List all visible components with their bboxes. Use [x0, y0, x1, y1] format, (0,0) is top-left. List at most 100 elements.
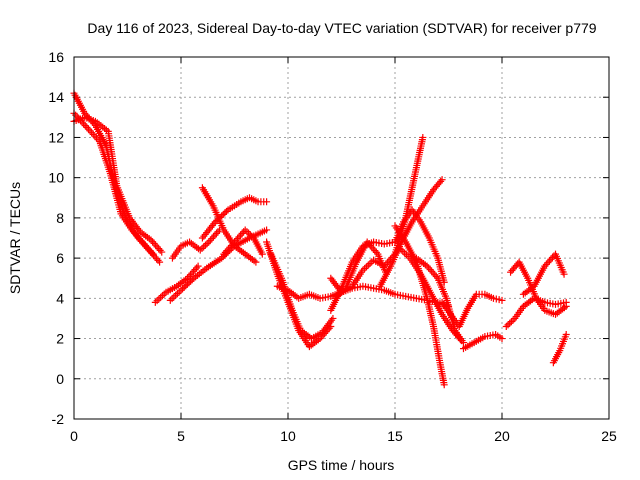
data-point-run: [350, 268, 366, 288]
data-point-run: [153, 290, 168, 305]
data-point-run: [185, 264, 201, 280]
series-track-21: [438, 290, 506, 330]
y-tick-label: 6: [56, 250, 64, 266]
data-point-run: [430, 325, 444, 364]
data-point-run: [377, 264, 394, 288]
data-point: [459, 339, 467, 347]
data-point-run: [436, 361, 448, 387]
data-point: [149, 250, 157, 258]
data-point-run: [107, 172, 124, 216]
data-point-run: [372, 285, 386, 294]
data-point-run: [428, 292, 445, 316]
data-point-run: [200, 186, 216, 208]
data-point-run: [543, 299, 557, 308]
series-track-19: [395, 244, 465, 345]
data-points: [70, 89, 570, 389]
data-point: [263, 226, 271, 234]
x-tick-label: 0: [70, 428, 78, 444]
y-tick-label: -2: [52, 411, 65, 427]
series-track-26: [549, 331, 570, 367]
data-point-run: [308, 291, 322, 302]
data-point-run: [552, 252, 567, 276]
data-point-run: [71, 91, 88, 115]
data-point: [194, 262, 202, 270]
data-point-run: [92, 123, 109, 147]
data-point-run: [84, 125, 102, 144]
data-point-run: [320, 316, 336, 335]
data-point-run: [431, 177, 445, 192]
data-point-run: [297, 291, 311, 302]
data-point-run: [226, 199, 243, 213]
series-track-22: [459, 331, 506, 353]
data-point-run: [129, 228, 145, 244]
data-point-run: [554, 299, 568, 308]
data-point-run: [299, 328, 314, 341]
data-point-run: [164, 283, 179, 295]
data-point: [158, 248, 166, 256]
data-point-run: [531, 264, 548, 288]
data-point: [438, 176, 446, 184]
data-point: [156, 258, 164, 266]
data-point: [258, 250, 266, 258]
data-point-run: [138, 229, 153, 243]
data-point-run: [168, 288, 183, 303]
data-point-run: [243, 228, 256, 240]
data-point-run: [553, 304, 568, 317]
data-point: [252, 258, 260, 266]
data-point: [419, 133, 427, 141]
data-point-run: [318, 324, 333, 341]
data-point-run: [557, 333, 569, 352]
x-tick-label: 5: [177, 428, 185, 444]
data-point-run: [409, 204, 425, 224]
data-point: [138, 238, 146, 246]
data-point-run: [418, 220, 432, 240]
data-point-run: [440, 300, 453, 316]
data-point: [562, 331, 570, 339]
y-tick-label: 8: [56, 210, 64, 226]
data-point: [205, 238, 213, 246]
data-point-run: [414, 255, 429, 269]
x-tick-label: 20: [494, 428, 510, 444]
series-track-5: [168, 226, 224, 262]
data-point-run: [484, 331, 497, 340]
y-axis-label: SDTVAR / TECUs: [7, 182, 23, 294]
series-track-25: [519, 250, 568, 298]
data-point-run: [407, 256, 423, 276]
data-point-run: [362, 283, 375, 292]
data-point-run: [351, 283, 364, 292]
data-point-run: [392, 224, 408, 244]
data-point-run: [93, 119, 110, 134]
y-tick-label: 12: [48, 129, 64, 145]
axis-ticks: 0 5 10 15 20 25 -2 0 2 4 6 8 10 12 14 16: [48, 49, 617, 444]
data-point-run: [200, 220, 218, 240]
data-point-run: [521, 284, 536, 297]
data-point-run: [118, 212, 134, 232]
data-point-run: [192, 266, 209, 281]
data-point-run: [472, 334, 487, 345]
y-tick-label: 16: [48, 49, 64, 65]
data-point-run: [456, 306, 471, 328]
x-tick-label: 10: [280, 428, 296, 444]
data-point: [231, 238, 238, 246]
y-tick-label: 2: [56, 331, 64, 347]
data-point-run: [170, 244, 184, 260]
data-point-run: [550, 349, 563, 365]
data-point-run: [333, 286, 348, 301]
data-point-run: [179, 276, 196, 293]
data-point: [177, 286, 185, 294]
series-track-23: [502, 294, 570, 330]
data-point-run: [504, 316, 517, 329]
series-track-9: [220, 226, 266, 258]
data-point: [151, 298, 159, 306]
data-point: [498, 296, 506, 304]
data-point-run: [205, 255, 224, 271]
data-point-run: [140, 240, 156, 256]
data-point: [562, 302, 570, 310]
series-track-8: [198, 194, 271, 242]
data-point: [183, 274, 191, 282]
data-point-run: [361, 258, 376, 273]
data-point-run: [179, 239, 191, 249]
data-point: [220, 250, 228, 258]
data-point-run: [307, 336, 322, 349]
